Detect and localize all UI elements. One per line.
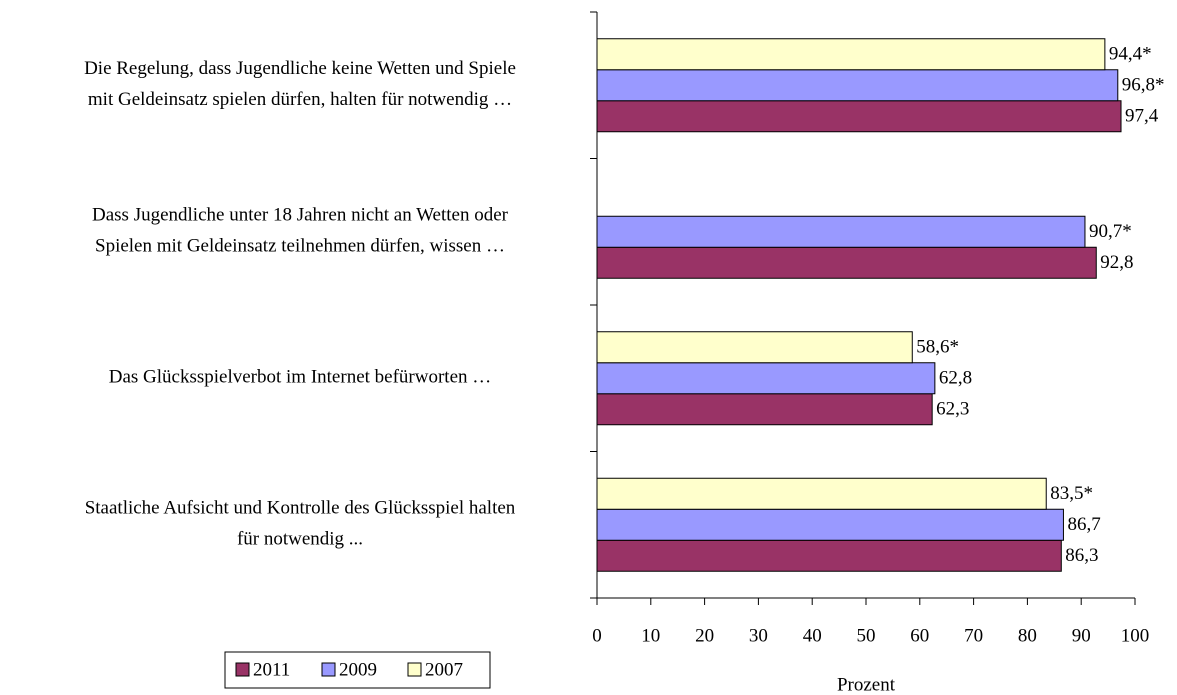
value-label: 62,3: [936, 399, 969, 420]
value-label: 86,7: [1067, 514, 1100, 535]
x-axis-label: Prozent: [837, 674, 896, 695]
category-label: Die Regelung, dass Jugendliche keine Wet…: [84, 58, 516, 79]
category-label: für notwendig ...: [237, 529, 363, 550]
bar: [596, 393, 933, 426]
bar: [596, 215, 1086, 248]
category-label: Dass Jugendliche unter 18 Jahren nicht a…: [92, 205, 509, 226]
value-label: 83,5*: [1050, 483, 1093, 504]
legend-box: [224, 651, 491, 689]
x-tick-label: 10: [641, 625, 660, 646]
value-label: 96,8*: [1122, 75, 1165, 96]
bar: [596, 477, 1047, 510]
x-tick-label: 80: [1018, 625, 1037, 646]
category-label: Das Glücksspielverbot im Internet befürw…: [109, 367, 492, 388]
category-label: mit Geldeinsatz spielen dürfen, halten f…: [88, 89, 512, 110]
x-tick-label: 40: [803, 625, 822, 646]
x-tick-label: 30: [749, 625, 768, 646]
legend-label: 2007: [425, 659, 463, 680]
x-tick-label: 0: [592, 625, 602, 646]
bar: [596, 539, 1062, 572]
category-label: Spielen mit Geldeinsatz teilnehmen dürfe…: [95, 236, 505, 257]
bar: [596, 38, 1106, 71]
x-tick-label: 50: [857, 625, 876, 646]
x-tick-label: 70: [964, 625, 983, 646]
bar: [596, 100, 1122, 133]
value-label: 58,6*: [916, 337, 959, 358]
x-tick-label: 60: [910, 625, 929, 646]
value-label: 90,7*: [1089, 221, 1132, 242]
value-label: 62,8: [939, 368, 972, 389]
value-label: 86,3: [1065, 545, 1098, 566]
value-label: 94,4*: [1109, 44, 1152, 65]
x-tick-label: 100: [1121, 625, 1150, 646]
legend-swatch: [321, 662, 336, 677]
value-label: 92,8: [1100, 252, 1133, 273]
category-label: Staatliche Aufsicht und Kontrolle des Gl…: [85, 498, 516, 519]
bar: [596, 331, 913, 364]
legend-label: 2009: [339, 659, 377, 680]
bar: [596, 69, 1119, 102]
x-tick-label: 90: [1072, 625, 1091, 646]
value-label: 97,4: [1125, 106, 1159, 127]
legend-swatch: [235, 662, 250, 677]
bar: [596, 246, 1097, 279]
legend-swatch: [407, 662, 422, 677]
legend-label: 2011: [253, 659, 290, 680]
x-tick-label: 20: [695, 625, 714, 646]
bar: [596, 508, 1064, 541]
bar: [596, 362, 936, 395]
